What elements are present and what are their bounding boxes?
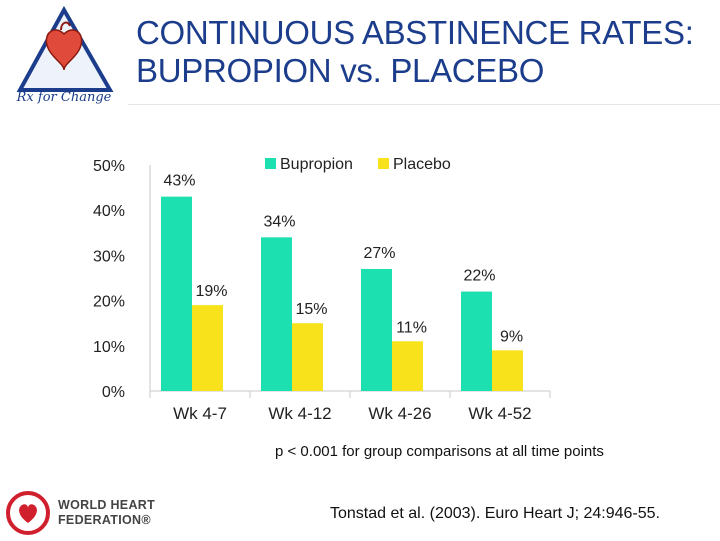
bar-chart: Bupropion Placebo 0% 10% 20% 30% 40% 50% Wk 4-7… xyxy=(93,156,551,423)
legend-swatch-placebo xyxy=(378,158,389,169)
data-label: 43% xyxy=(163,173,195,190)
x-tick-label: Wk 4-52 xyxy=(468,404,531,423)
title-line-2: BUPROPION vs. PLACEBO xyxy=(136,52,545,89)
bar-placebo-2 xyxy=(292,323,323,391)
whf-line-1: WORLD HEART xyxy=(58,498,156,512)
whf-line-2: FEDERATION® xyxy=(58,513,151,527)
bar-bupropion-1 xyxy=(161,196,192,391)
x-tick-label: Wk 4-7 xyxy=(173,404,227,423)
x-tick-label: Wk 4-26 xyxy=(368,404,431,423)
chart-legend: Bupropion Placebo xyxy=(265,156,451,173)
data-label: 34% xyxy=(263,213,295,230)
data-label: 11% xyxy=(396,319,427,336)
title-line-1: CONTINUOUS ABSTINENCE RATES: xyxy=(136,14,694,51)
y-tick-label: 50% xyxy=(93,158,125,175)
title-divider xyxy=(128,104,720,105)
y-tick-label: 20% xyxy=(93,294,125,311)
data-label: 19% xyxy=(195,283,227,300)
slide-title: CONTINUOUS ABSTINENCE RATES: BUPROPION v… xyxy=(136,14,716,90)
data-label: 27% xyxy=(363,245,395,262)
legend-swatch-bupropion xyxy=(265,158,276,169)
y-tick-label: 10% xyxy=(93,339,125,356)
bar-bupropion-4 xyxy=(461,291,492,391)
data-label: 15% xyxy=(295,301,327,318)
world-heart-federation-logo: WORLD HEART FEDERATION® xyxy=(58,498,155,528)
logo-text: Rx for Change xyxy=(16,90,112,104)
data-label: 9% xyxy=(500,328,523,345)
legend-label: Placebo xyxy=(393,156,451,173)
y-tick-label: 0% xyxy=(102,384,125,401)
y-tick-label: 30% xyxy=(93,248,125,265)
bar-placebo-3 xyxy=(392,341,423,391)
legend-label: Bupropion xyxy=(280,156,353,173)
bar-placebo-1 xyxy=(192,305,223,391)
chart-bars xyxy=(161,196,523,391)
heart-icon xyxy=(4,490,52,541)
bar-bupropion-2 xyxy=(261,237,292,391)
bar-placebo-4 xyxy=(492,350,523,391)
footnote: p < 0.001 for group comparisons at all t… xyxy=(275,443,604,460)
rx-for-change-logo: Rx for Change xyxy=(4,4,128,109)
citation: Tonstad et al. (2003). Euro Heart J; 24:… xyxy=(330,505,660,522)
x-tick-label: Wk 4-12 xyxy=(268,404,331,423)
y-tick-label: 40% xyxy=(93,203,125,220)
chart-labels: 43% 19% 34% 15% 27% 11% 22% 9% xyxy=(163,173,523,346)
data-label: 22% xyxy=(463,268,495,285)
bar-bupropion-3 xyxy=(361,268,392,391)
